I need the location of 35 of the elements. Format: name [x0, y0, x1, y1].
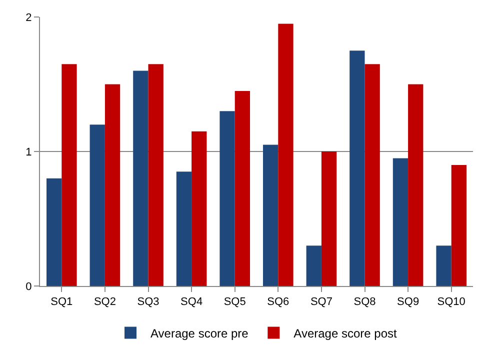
bar — [220, 111, 235, 286]
bar — [321, 152, 337, 286]
bar — [350, 50, 365, 286]
x-tick-label: SQ2 — [94, 296, 116, 308]
x-tick-label: SQ5 — [224, 296, 246, 308]
bar — [451, 164, 466, 286]
y-tick-label: 1 — [26, 146, 32, 158]
bar — [408, 84, 424, 286]
x-tick-label: SQ10 — [437, 296, 466, 308]
x-tick-label: SQ8 — [354, 296, 376, 308]
x-tick-label: SQ4 — [180, 296, 203, 308]
bar — [436, 246, 452, 286]
y-tick-label: 0 — [26, 280, 32, 293]
x-tick-label: SQ7 — [310, 296, 332, 308]
x-tick-label: SQ6 — [267, 296, 290, 308]
legend-label: Average score post — [294, 326, 398, 340]
bar — [133, 70, 148, 286]
bar — [62, 64, 77, 286]
y-tick-label: 2 — [26, 12, 32, 24]
bar — [176, 172, 192, 286]
bar — [104, 84, 120, 286]
bar — [46, 178, 62, 286]
bar — [234, 90, 250, 286]
bar — [364, 64, 380, 286]
bar — [392, 158, 408, 286]
bar — [278, 24, 294, 286]
x-tick-label: SQ9 — [397, 296, 420, 308]
bar — [192, 131, 207, 286]
bar — [306, 246, 322, 286]
bar — [90, 124, 105, 286]
x-tick-label: SQ1 — [50, 296, 73, 308]
bar — [148, 64, 164, 286]
x-tick-label: SQ3 — [137, 296, 160, 308]
legend-label: Average score pre — [150, 326, 249, 340]
bar — [263, 144, 278, 286]
